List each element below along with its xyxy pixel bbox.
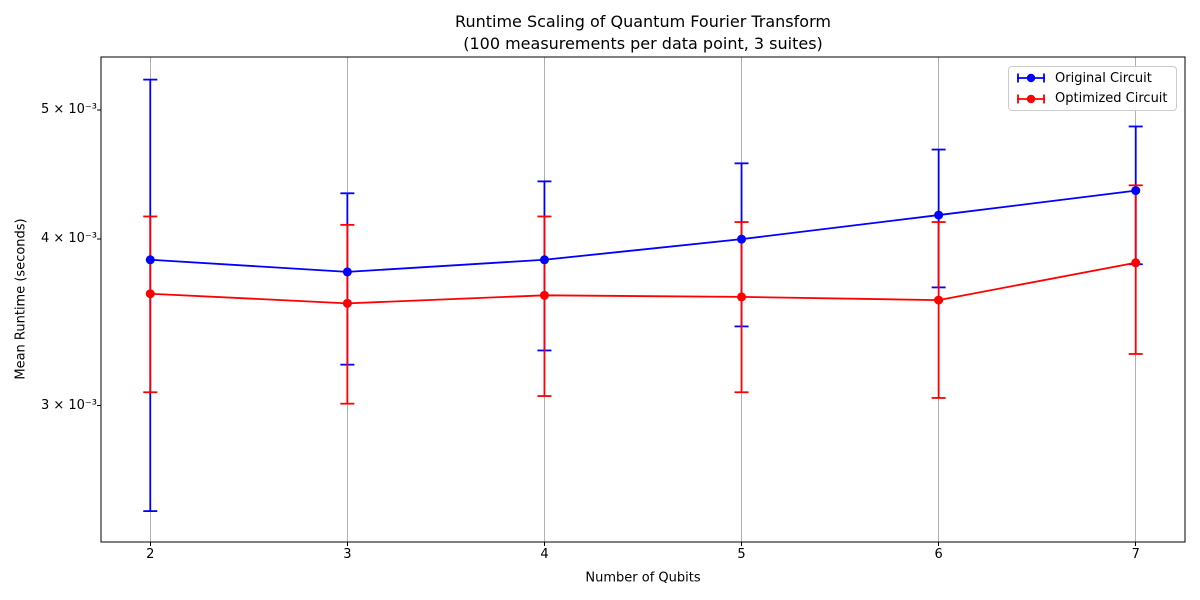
legend-item-optimized: Optimized Circuit (1016, 89, 1170, 110)
series-line (145, 186, 1141, 277)
x-tick-label: 6 (934, 547, 943, 562)
y-tick-label: 4 × 10⁻³ (40, 231, 97, 247)
data-point (145, 289, 155, 299)
errorbar-marker-icon (1017, 73, 1045, 83)
y-tick-label: 3 × 10⁻³ (40, 397, 97, 413)
legend: Original Circuit Optimized Circuit (1008, 66, 1177, 111)
data-point (934, 210, 944, 220)
axes-border (100, 56, 1186, 543)
data-point (145, 255, 155, 265)
x-tick-label: 7 (1131, 547, 1140, 562)
errorbar-marker-icon (1017, 94, 1045, 104)
data-point (737, 234, 747, 244)
legend-item-original: Original Circuit (1016, 68, 1170, 89)
x-tick-label: 3 (343, 547, 352, 562)
data-point (342, 267, 352, 277)
data-point (539, 255, 549, 265)
y-tick-label: 5 × 10⁻³ (40, 102, 97, 118)
chart-title: Runtime Scaling of Quantum Fourier Trans… (455, 12, 831, 31)
data-point (737, 292, 747, 302)
chart-title-block: Runtime Scaling of Quantum Fourier Trans… (455, 11, 831, 54)
data-point (1131, 258, 1141, 268)
x-tick-label: 5 (737, 547, 746, 562)
errorbars (143, 184, 1143, 405)
chart-subtitle: (100 measurements per data point, 3 suit… (463, 33, 823, 53)
data-point (539, 290, 549, 300)
x-tick-label: 2 (146, 547, 155, 562)
data-point (342, 298, 352, 308)
x-tick-label: 4 (540, 547, 549, 562)
series-line (145, 258, 1141, 308)
data-point (934, 295, 944, 305)
data-point (1131, 186, 1141, 196)
legend-label: Original Circuit (1055, 70, 1152, 86)
x-axis-label: Number of Qubits (585, 570, 701, 586)
legend-label: Optimized Circuit (1055, 91, 1168, 107)
